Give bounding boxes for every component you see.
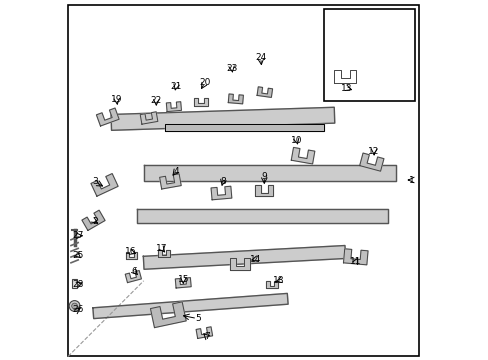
Text: 16: 16	[125, 248, 137, 256]
Polygon shape	[140, 112, 158, 124]
Text: 18: 18	[272, 276, 284, 285]
Polygon shape	[291, 148, 314, 164]
Text: 28: 28	[72, 280, 84, 289]
Polygon shape	[228, 94, 243, 104]
Polygon shape	[196, 327, 212, 338]
Text: 14: 14	[249, 255, 261, 264]
Text: 1: 1	[408, 176, 414, 185]
Text: 3: 3	[92, 177, 98, 186]
Polygon shape	[257, 87, 272, 98]
Text: 7: 7	[203, 332, 209, 341]
Polygon shape	[211, 186, 231, 200]
Polygon shape	[150, 302, 186, 328]
Text: 24: 24	[255, 53, 266, 62]
Circle shape	[69, 301, 80, 311]
Polygon shape	[96, 108, 119, 126]
Text: 8: 8	[220, 177, 225, 186]
Text: 27: 27	[72, 231, 84, 240]
Text: 12: 12	[367, 147, 379, 156]
Polygon shape	[175, 278, 191, 288]
Polygon shape	[93, 293, 287, 319]
Polygon shape	[136, 209, 387, 223]
Polygon shape	[82, 210, 105, 230]
Text: 26: 26	[72, 305, 84, 314]
Text: 17: 17	[156, 244, 167, 253]
Polygon shape	[334, 70, 355, 83]
Bar	[72, 279, 77, 288]
Polygon shape	[165, 124, 323, 131]
Text: 6: 6	[132, 267, 137, 276]
Text: 20: 20	[199, 78, 210, 87]
Circle shape	[72, 303, 77, 309]
Text: 13: 13	[341, 84, 352, 93]
Text: 9: 9	[261, 172, 266, 181]
Text: 23: 23	[226, 64, 237, 73]
Polygon shape	[230, 258, 249, 270]
Polygon shape	[159, 174, 181, 189]
Text: 11: 11	[349, 256, 361, 266]
Text: 2: 2	[92, 217, 98, 226]
Polygon shape	[343, 249, 367, 265]
Text: 10: 10	[290, 136, 302, 145]
Polygon shape	[111, 107, 334, 130]
Polygon shape	[143, 165, 395, 181]
Polygon shape	[91, 174, 118, 196]
Polygon shape	[166, 102, 181, 112]
Polygon shape	[125, 270, 141, 283]
Polygon shape	[255, 185, 273, 196]
Polygon shape	[158, 251, 169, 257]
Text: 15: 15	[177, 275, 189, 284]
Text: 19: 19	[111, 95, 122, 104]
Bar	[323, 9, 415, 101]
Text: 25: 25	[72, 251, 84, 260]
Text: 21: 21	[170, 82, 182, 91]
Text: 5: 5	[194, 314, 200, 323]
Polygon shape	[143, 246, 345, 269]
Polygon shape	[359, 153, 383, 171]
Polygon shape	[194, 98, 207, 106]
Text: 22: 22	[150, 96, 162, 105]
Polygon shape	[125, 252, 137, 259]
Text: 4: 4	[173, 166, 179, 176]
Polygon shape	[265, 281, 277, 288]
